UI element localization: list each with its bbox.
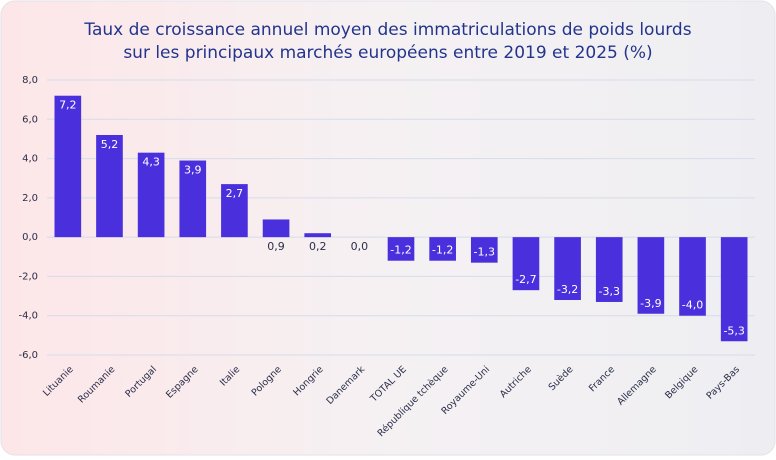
value-label: 0,2 — [309, 240, 327, 253]
bar — [679, 237, 706, 316]
value-label: -3,3 — [599, 285, 620, 298]
bar — [720, 237, 748, 342]
value-label: -2,7 — [515, 273, 536, 286]
chart-title: Taux de croissance annuel moyen des imma… — [83, 20, 691, 40]
chart-title: sur les principaux marchés européens ent… — [123, 43, 652, 63]
bar — [304, 233, 332, 238]
bar — [554, 237, 581, 300]
bar — [512, 237, 540, 291]
value-label: 0,0 — [351, 240, 369, 253]
bar — [96, 135, 123, 238]
value-label: 3,9 — [184, 164, 202, 177]
y-tick-label: 4,0 — [22, 154, 38, 165]
y-tick-label: 0,0 — [22, 232, 38, 243]
y-tick-label: 2,0 — [22, 193, 38, 204]
bar — [637, 237, 665, 314]
value-label: 0,9 — [267, 240, 285, 253]
bar — [137, 152, 165, 238]
value-label: -3,9 — [640, 297, 661, 310]
value-label: -1,2 — [432, 244, 453, 257]
value-label: 5,2 — [101, 138, 119, 151]
value-label: -1,3 — [474, 246, 495, 259]
bar — [429, 237, 456, 261]
value-label: -3,2 — [557, 283, 578, 296]
value-label: 4,3 — [142, 156, 160, 169]
y-tick-label: -4,0 — [18, 311, 38, 322]
value-label: 2,7 — [226, 187, 244, 200]
value-label: -1,2 — [390, 244, 411, 257]
y-tick-label: -2,0 — [18, 271, 38, 282]
y-tick-label: -6,0 — [18, 350, 38, 361]
bar — [470, 237, 498, 263]
y-tick-label: 8,0 — [22, 75, 38, 86]
value-label: 7,2 — [59, 99, 77, 112]
bar — [387, 237, 415, 261]
value-label: -4,0 — [682, 299, 703, 312]
bar — [221, 184, 248, 238]
value-label: -5,3 — [723, 324, 744, 337]
bar — [54, 95, 82, 238]
y-tick-label: 6,0 — [22, 114, 38, 125]
bar — [262, 219, 290, 238]
bar — [595, 237, 623, 302]
bar — [179, 160, 207, 238]
